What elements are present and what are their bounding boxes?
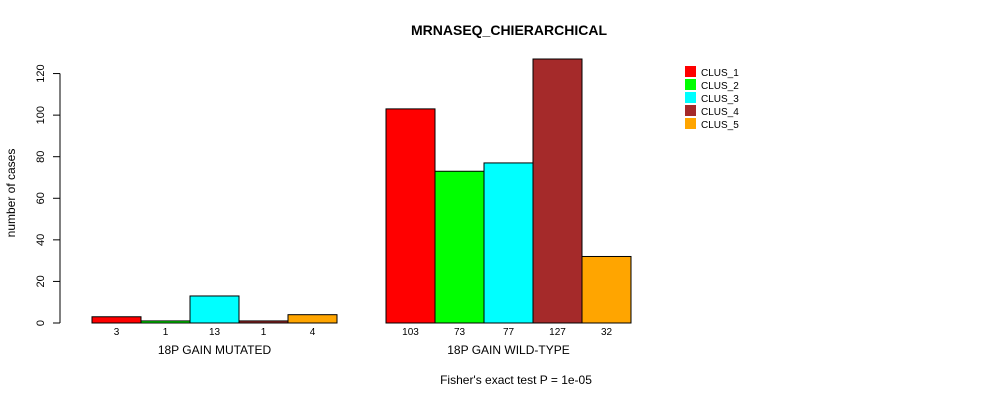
y-tick-label: 60 bbox=[35, 192, 47, 204]
bar-clus-3 bbox=[189, 295, 240, 324]
legend: CLUS_1 CLUS_2 CLUS_3 CLUS_4 CLUS_5 bbox=[685, 66, 739, 131]
bar-count-label: 3 bbox=[114, 327, 120, 338]
bar-clus-1 bbox=[385, 108, 436, 324]
legend-swatch bbox=[685, 118, 696, 129]
bar-clus-3 bbox=[483, 162, 534, 324]
group-label: 18P GAIN MUTATED bbox=[158, 343, 272, 357]
legend-label: CLUS_3 bbox=[701, 94, 739, 105]
legend-label: CLUS_2 bbox=[701, 81, 739, 92]
y-tick-label: 40 bbox=[35, 234, 47, 246]
bar-clus-5 bbox=[287, 314, 338, 324]
bar-count-label: 1 bbox=[261, 327, 267, 338]
y-tick-label: 80 bbox=[35, 151, 47, 163]
legend-label: CLUS_5 bbox=[701, 120, 739, 131]
bar-count-label: 32 bbox=[601, 327, 613, 338]
chart-title: MRNASEQ_CHIERARCHICAL bbox=[411, 22, 607, 38]
bar-count-label: 73 bbox=[454, 327, 466, 338]
group-label: 18P GAIN WILD-TYPE bbox=[447, 343, 569, 357]
y-tick-label: 20 bbox=[35, 275, 47, 287]
legend-swatch bbox=[685, 105, 696, 116]
bar-count-label: 4 bbox=[310, 327, 316, 338]
y-axis-label: number of cases bbox=[4, 149, 18, 238]
y-axis: 0 20 40 60 80 100 120 bbox=[35, 64, 61, 326]
y-tick-label: 100 bbox=[35, 106, 47, 124]
y-tick-label: 120 bbox=[35, 64, 47, 82]
bar-clus-5 bbox=[581, 255, 632, 324]
bar-count-label: 127 bbox=[549, 327, 566, 338]
bar-count-label: 1 bbox=[163, 327, 169, 338]
bar-count-label: 103 bbox=[402, 327, 419, 338]
legend-swatch bbox=[685, 66, 696, 77]
bar-clus-2 bbox=[434, 170, 485, 324]
bar-clus-1 bbox=[91, 316, 142, 324]
bar-clus-4 bbox=[238, 320, 289, 324]
legend-swatch bbox=[685, 79, 696, 90]
y-tick-label: 0 bbox=[35, 320, 47, 326]
legend-label: CLUS_1 bbox=[701, 68, 739, 79]
bar-count-label: 77 bbox=[503, 327, 515, 338]
bar-clus-4 bbox=[532, 58, 583, 324]
legend-swatch bbox=[685, 92, 696, 103]
footnote: Fisher's exact test P = 1e-05 bbox=[440, 373, 592, 387]
bar-clus-2 bbox=[140, 320, 191, 324]
bar-count-label: 13 bbox=[209, 327, 221, 338]
legend-label: CLUS_4 bbox=[701, 107, 739, 118]
bars: 3 1 13 1 4 18P GAIN MUTATED 103 73 77 127 32 18P GA… bbox=[91, 58, 632, 357]
